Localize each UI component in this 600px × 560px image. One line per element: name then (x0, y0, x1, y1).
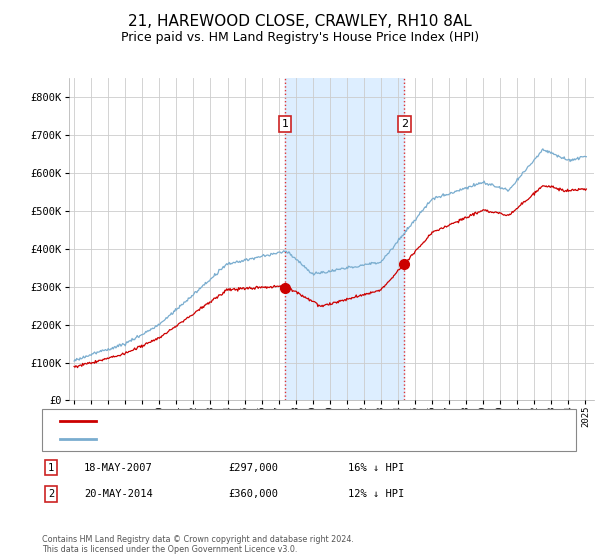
Text: 1: 1 (48, 463, 54, 473)
Text: Contains HM Land Registry data © Crown copyright and database right 2024.
This d: Contains HM Land Registry data © Crown c… (42, 535, 354, 554)
Text: 18-MAY-2007: 18-MAY-2007 (84, 463, 153, 473)
Text: Price paid vs. HM Land Registry's House Price Index (HPI): Price paid vs. HM Land Registry's House … (121, 31, 479, 44)
Text: 12% ↓ HPI: 12% ↓ HPI (348, 489, 404, 499)
Text: HPI: Average price, detached house, Crawley: HPI: Average price, detached house, Craw… (108, 434, 343, 444)
Text: 21, HAREWOOD CLOSE, CRAWLEY, RH10 8AL: 21, HAREWOOD CLOSE, CRAWLEY, RH10 8AL (128, 14, 472, 29)
Text: 21, HAREWOOD CLOSE, CRAWLEY, RH10 8AL (detached house): 21, HAREWOOD CLOSE, CRAWLEY, RH10 8AL (d… (108, 416, 437, 426)
Bar (285, 78, 404, 400)
Text: 1: 1 (281, 119, 289, 129)
Text: 2: 2 (48, 489, 54, 499)
Text: £297,000: £297,000 (228, 463, 278, 473)
Text: £360,000: £360,000 (228, 489, 278, 499)
Text: 2: 2 (401, 119, 408, 129)
Text: 16% ↓ HPI: 16% ↓ HPI (348, 463, 404, 473)
Text: 20-MAY-2014: 20-MAY-2014 (84, 489, 153, 499)
